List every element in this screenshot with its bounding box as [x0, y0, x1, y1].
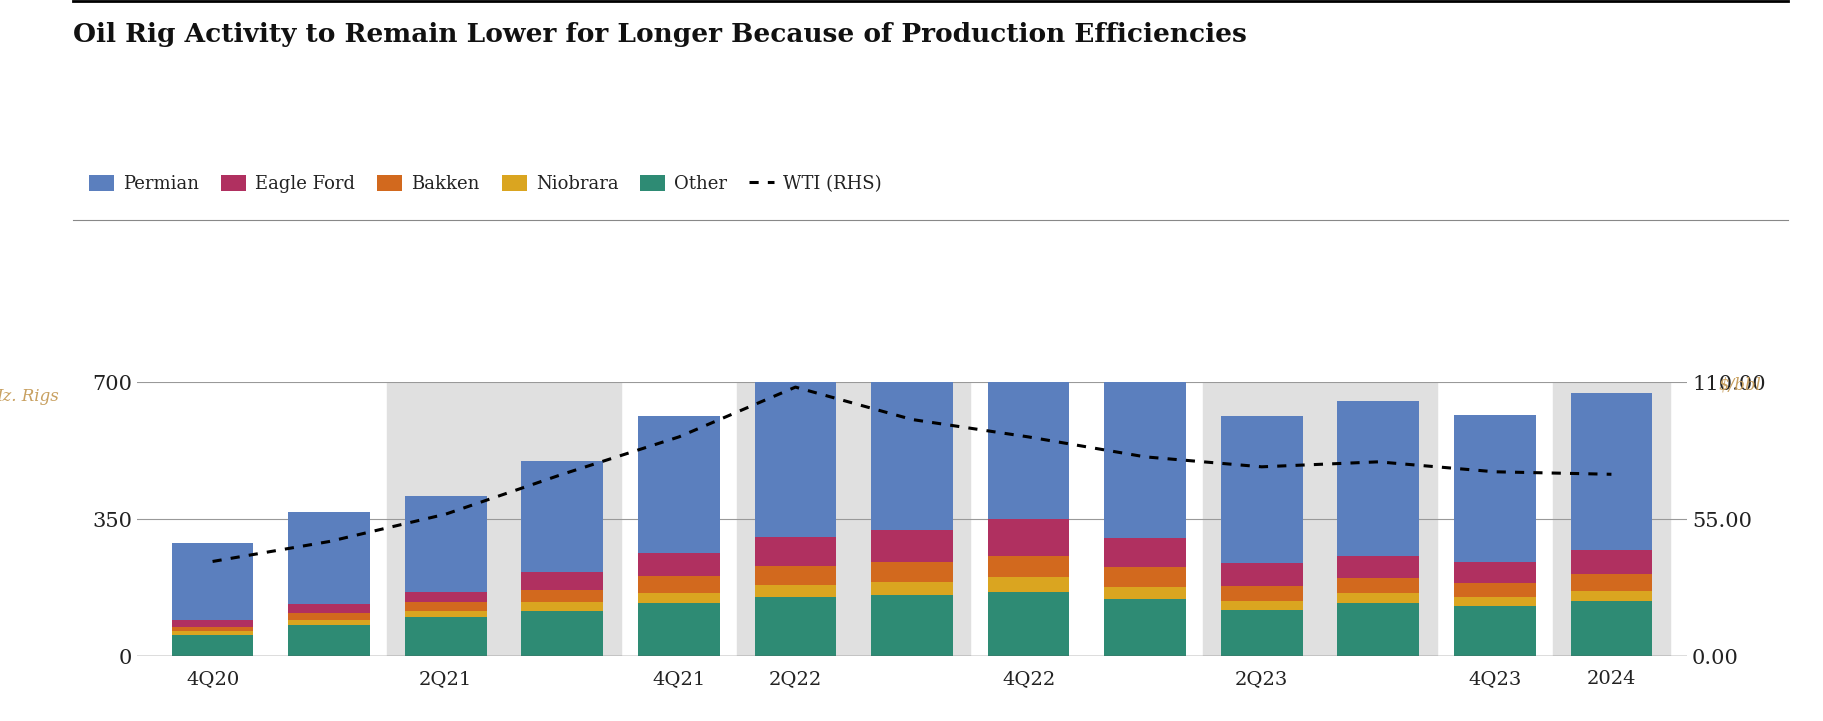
Bar	[1336, 578, 1418, 593]
Bar	[405, 591, 487, 603]
Bar	[1336, 603, 1418, 656]
Bar	[171, 634, 253, 656]
Bar	[638, 603, 720, 656]
Bar	[1453, 583, 1535, 598]
Bar	[288, 613, 370, 620]
Bar	[288, 625, 370, 656]
Bar	[1336, 593, 1418, 603]
Bar	[386, 382, 620, 656]
Bar	[1570, 575, 1652, 590]
Bar	[1570, 590, 1652, 601]
Bar	[755, 536, 835, 566]
Bar	[1220, 601, 1302, 610]
Bar	[638, 416, 720, 553]
Bar	[988, 556, 1068, 578]
Bar	[1203, 382, 1437, 656]
Bar	[405, 495, 487, 591]
Legend: Permian, Eagle Ford, Bakken, Niobrara, Other, WTI (RHS): Permian, Eagle Ford, Bakken, Niobrara, O…	[82, 168, 890, 200]
Bar	[1103, 599, 1185, 656]
Bar	[1103, 567, 1185, 587]
Bar	[1103, 538, 1185, 567]
Bar	[1336, 401, 1418, 555]
Bar	[521, 603, 603, 611]
Bar	[871, 531, 952, 562]
Bar	[1220, 563, 1302, 586]
Bar	[288, 604, 370, 613]
Bar	[171, 620, 253, 627]
Bar	[288, 620, 370, 625]
Bar	[1453, 415, 1535, 562]
Text: $/bbl: $/bbl	[1717, 376, 1761, 394]
Bar	[871, 582, 952, 596]
Bar	[1570, 394, 1652, 550]
Bar	[871, 358, 952, 531]
Bar	[1103, 587, 1185, 599]
Bar	[988, 578, 1068, 591]
Text: Hz. Rigs: Hz. Rigs	[0, 388, 58, 405]
Bar	[1553, 382, 1668, 656]
Bar	[1336, 555, 1418, 578]
Bar	[405, 611, 487, 617]
Bar	[171, 627, 253, 632]
Bar	[988, 591, 1068, 656]
Bar	[736, 382, 970, 656]
Bar	[755, 566, 835, 585]
Bar	[1220, 610, 1302, 656]
Bar	[755, 585, 835, 598]
Bar	[288, 513, 370, 604]
Bar	[521, 590, 603, 603]
Bar	[171, 544, 253, 620]
Bar	[988, 518, 1068, 556]
Bar	[521, 611, 603, 656]
Bar	[1453, 606, 1535, 656]
Bar	[1453, 562, 1535, 583]
Text: Oil Rig Activity to Remain Lower for Longer Because of Production Efficiencies: Oil Rig Activity to Remain Lower for Lon…	[73, 22, 1247, 47]
Bar	[755, 374, 835, 536]
Bar	[1570, 550, 1652, 575]
Bar	[638, 553, 720, 576]
Bar	[405, 603, 487, 611]
Bar	[871, 596, 952, 656]
Bar	[1570, 601, 1652, 656]
Bar	[521, 461, 603, 572]
Bar	[638, 576, 720, 593]
Bar	[755, 598, 835, 656]
Bar	[1103, 360, 1185, 538]
Bar	[638, 593, 720, 603]
Bar	[988, 337, 1068, 518]
Bar	[521, 572, 603, 590]
Bar	[1220, 586, 1302, 601]
Bar	[171, 632, 253, 634]
Bar	[1220, 416, 1302, 563]
Bar	[871, 562, 952, 582]
Bar	[405, 617, 487, 656]
Bar	[1453, 598, 1535, 606]
